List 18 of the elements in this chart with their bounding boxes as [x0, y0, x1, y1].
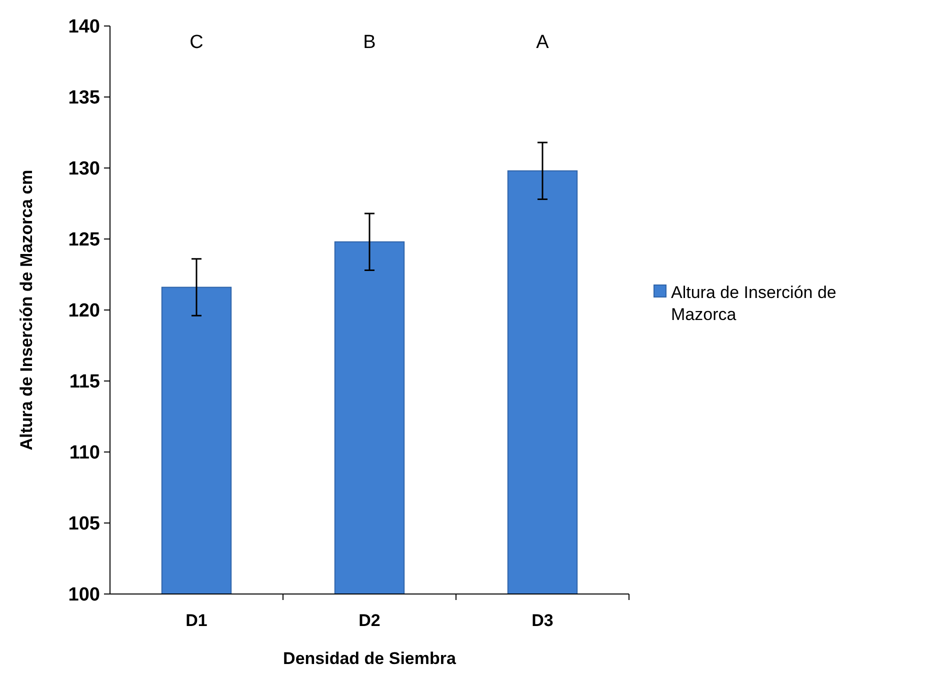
- y-tick-label: 100: [68, 584, 100, 606]
- annotation: B: [363, 32, 376, 53]
- y-tick-label: 115: [69, 372, 100, 393]
- y-tick-label: 110: [69, 442, 100, 464]
- x-tick-label: D3: [532, 611, 554, 630]
- x-tick-label: D1: [186, 611, 208, 630]
- y-tick-label: 135: [68, 88, 100, 109]
- annotation: C: [190, 32, 204, 53]
- y-axis-title: Altura de Inserción de Mazorca cm: [17, 170, 36, 450]
- y-tick-label: 120: [68, 300, 100, 322]
- x-tick-label: D2: [358, 611, 380, 630]
- x-axis-title: Densidad de Siembra: [283, 649, 456, 668]
- y-tick-label: 125: [68, 230, 100, 251]
- annotation: A: [536, 32, 550, 53]
- y-tick-label: 105: [68, 514, 100, 535]
- legend-label: Altura de Inserción de Mazorca: [671, 282, 836, 324]
- y-tick-label: 140: [68, 16, 100, 38]
- y-tick-label: 130: [68, 158, 100, 180]
